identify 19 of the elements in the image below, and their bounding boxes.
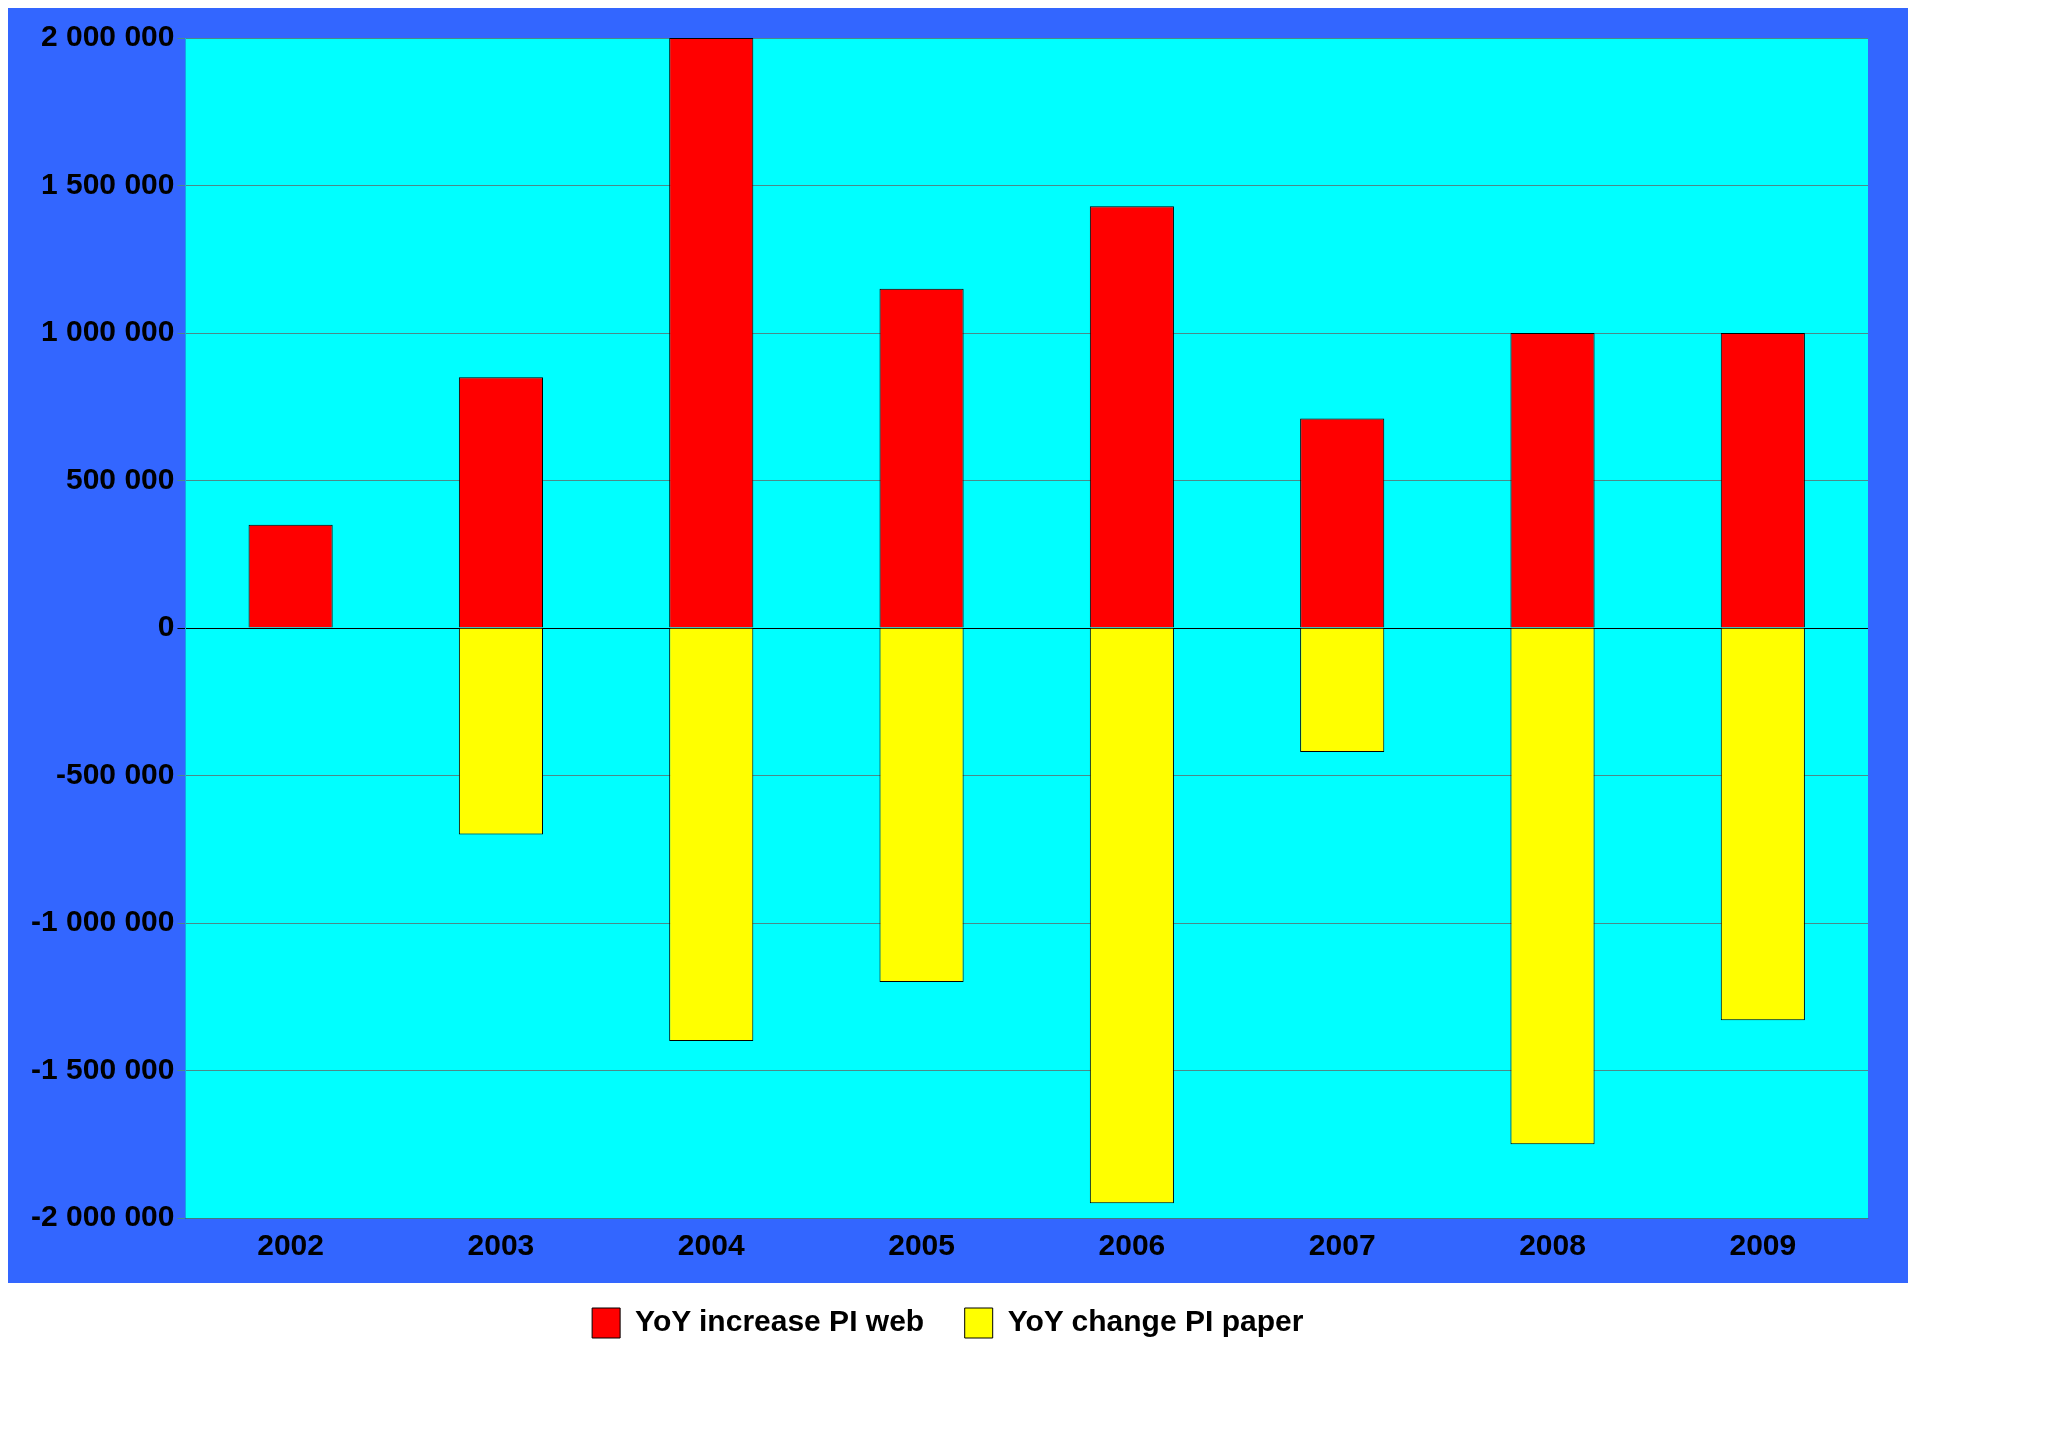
- x-tick-label: 2006: [1098, 1228, 1166, 1262]
- x-tick-label: 2004: [677, 1228, 745, 1262]
- y-tick-label: 1 000 000: [40, 314, 175, 348]
- y-tick-label: 2 000 000: [40, 19, 175, 53]
- y-tick-label: -1 000 000: [31, 904, 175, 938]
- x-tick-label: 2005: [888, 1228, 955, 1262]
- y-tick-label: -1 500 000: [31, 1051, 175, 1085]
- x-tick-label: 2002: [257, 1228, 324, 1262]
- x-tick-label: 2007: [1308, 1228, 1376, 1262]
- y-tick-label: 500 000: [66, 461, 175, 495]
- y-tick-label: 0: [157, 609, 175, 643]
- x-tick-label: 2003: [467, 1228, 535, 1262]
- y-tick-label: -500 000: [56, 756, 175, 790]
- legend-label: YoY change PI paper: [1007, 1304, 1304, 1338]
- y-tick-label: 1 500 000: [40, 166, 175, 200]
- x-tick-label: 2009: [1729, 1228, 1797, 1262]
- y-tick-label: -2 000 000: [31, 1199, 175, 1233]
- legend-label: YoY increase PI web: [635, 1304, 925, 1338]
- x-tick-label: 2008: [1519, 1228, 1586, 1262]
